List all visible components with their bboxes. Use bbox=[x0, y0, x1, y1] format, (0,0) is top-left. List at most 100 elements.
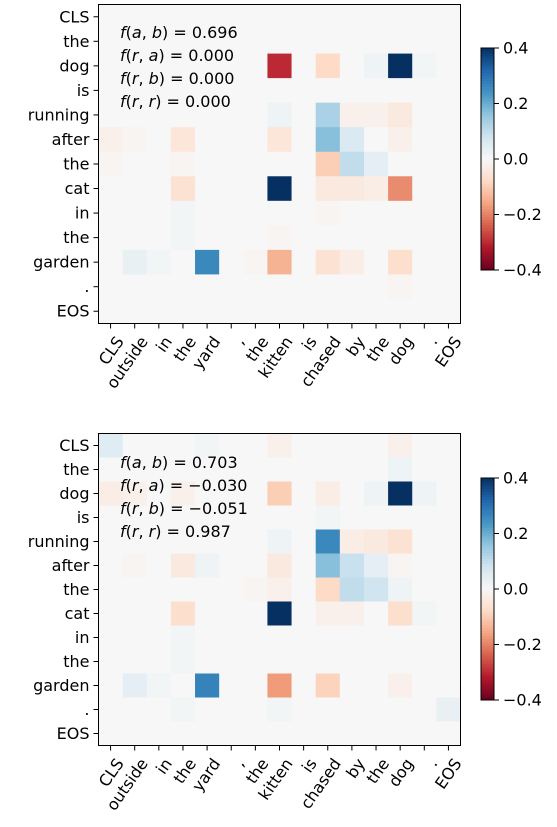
heatmap-cell bbox=[195, 697, 220, 722]
colorbar-segment bbox=[481, 114, 494, 118]
heatmap-cell bbox=[170, 649, 196, 674]
heatmap-cell bbox=[98, 625, 124, 650]
colorbar-segment bbox=[481, 514, 494, 518]
heatmap-cell bbox=[146, 457, 172, 482]
heatmap-cell bbox=[170, 433, 196, 458]
colorbar-segment bbox=[481, 56, 494, 60]
heatmap-cell bbox=[122, 481, 148, 506]
heatmap-cell bbox=[98, 553, 124, 578]
colorbar-segment bbox=[481, 264, 494, 268]
y-tick-label: cat bbox=[65, 604, 90, 623]
y-tick-label: dog bbox=[59, 484, 89, 503]
colorbar-segment bbox=[481, 644, 494, 648]
heatmap-cell bbox=[388, 625, 413, 650]
heatmap-cell bbox=[363, 505, 389, 530]
colorbar-segment bbox=[481, 53, 494, 57]
colorbar-segment bbox=[481, 641, 494, 645]
heatmap-cell bbox=[146, 721, 172, 746]
colorbar-segment bbox=[481, 186, 494, 191]
heatmap-cell bbox=[219, 274, 244, 300]
heatmap-cell bbox=[339, 433, 365, 458]
heatmap-cell bbox=[195, 625, 220, 650]
colorbar-segment bbox=[481, 655, 494, 659]
heatmap-cell bbox=[243, 151, 268, 177]
heatmap-cell bbox=[195, 721, 220, 746]
colorbar-segment bbox=[481, 491, 494, 496]
colorbar-segment bbox=[481, 250, 494, 254]
heatmap-cell bbox=[291, 721, 317, 746]
heatmap-cell bbox=[388, 553, 413, 578]
heatmap-cell bbox=[219, 697, 244, 722]
y-tick-label: CLS bbox=[59, 436, 89, 455]
heatmap-cell bbox=[195, 53, 220, 79]
y-tick-label: EOS bbox=[57, 302, 90, 321]
heatmap-cell bbox=[267, 78, 292, 104]
heatmap-cell bbox=[219, 249, 244, 275]
heatmap-cell bbox=[243, 649, 268, 674]
heatmap-cell bbox=[412, 625, 437, 650]
colorbar-segment bbox=[481, 586, 494, 590]
colorbar-segment bbox=[481, 658, 494, 662]
colorbar-segment bbox=[481, 589, 494, 593]
heatmap-cell bbox=[315, 102, 341, 128]
colorbar-segment bbox=[481, 480, 494, 485]
x-tick-label: dog bbox=[384, 333, 417, 369]
heatmap-cell bbox=[412, 433, 437, 458]
colorbar-tick-label: 0.2 bbox=[503, 524, 528, 543]
heatmap-cell bbox=[98, 505, 124, 530]
heatmap-cell bbox=[98, 274, 124, 300]
heatmap-cell bbox=[195, 176, 220, 202]
heatmap-cell bbox=[122, 601, 148, 626]
heatmap-cell bbox=[146, 481, 172, 506]
heatmap-cell bbox=[388, 78, 413, 104]
colorbar-segment bbox=[481, 245, 494, 249]
heatmap-cell bbox=[339, 649, 365, 674]
colorbar-segment bbox=[481, 552, 494, 557]
heatmap-cell bbox=[436, 457, 461, 482]
colorbar-segment bbox=[481, 106, 494, 110]
heatmap-cell bbox=[170, 553, 196, 578]
heatmap-cell bbox=[436, 577, 461, 602]
y-tick-label: after bbox=[52, 130, 90, 149]
heatmap-cell bbox=[122, 298, 148, 324]
heatmap-cell bbox=[436, 4, 461, 30]
heatmap-cell bbox=[219, 553, 244, 578]
colorbar-segment bbox=[481, 81, 494, 85]
heatmap-cell bbox=[98, 78, 124, 104]
heatmap-cell bbox=[412, 78, 437, 104]
heatmap-cell bbox=[436, 53, 461, 79]
heatmap-cell bbox=[98, 249, 124, 275]
heatmap-cell bbox=[388, 249, 413, 275]
heatmap-cell bbox=[219, 225, 244, 251]
colorbar-segment bbox=[481, 630, 494, 634]
heatmap-cell bbox=[339, 673, 365, 698]
heatmap-cell bbox=[388, 481, 413, 506]
colorbar-segment bbox=[481, 217, 494, 221]
heatmap-cell bbox=[388, 151, 413, 177]
heatmap-cell bbox=[436, 127, 461, 153]
colorbar-segment bbox=[481, 131, 494, 135]
heatmap-cell bbox=[122, 553, 148, 578]
heatmap-cell bbox=[315, 577, 341, 602]
heatmap-cell bbox=[315, 151, 341, 177]
heatmap-cell bbox=[146, 673, 172, 698]
colorbar-segment bbox=[481, 600, 494, 604]
heatmap-cell bbox=[412, 553, 437, 578]
heatmap-cell bbox=[363, 274, 389, 300]
colorbar-segment bbox=[481, 50, 494, 55]
heatmap-cell bbox=[436, 200, 461, 226]
heatmap-cell bbox=[315, 127, 341, 153]
colorbar-segment bbox=[481, 120, 494, 124]
heatmap-cell bbox=[412, 505, 437, 530]
heatmap-cell bbox=[98, 151, 124, 177]
heatmap-cell bbox=[363, 601, 389, 626]
heatmap-cell bbox=[363, 553, 389, 578]
colorbar-segment bbox=[481, 647, 494, 651]
colorbar-segment bbox=[481, 566, 494, 571]
heatmap-cell bbox=[412, 481, 437, 506]
colorbar-segment bbox=[481, 222, 494, 227]
colorbar-segment bbox=[481, 675, 494, 679]
y-tick-label: the bbox=[63, 32, 89, 51]
heatmap-cell bbox=[267, 225, 292, 251]
heatmap-cell bbox=[219, 151, 244, 177]
